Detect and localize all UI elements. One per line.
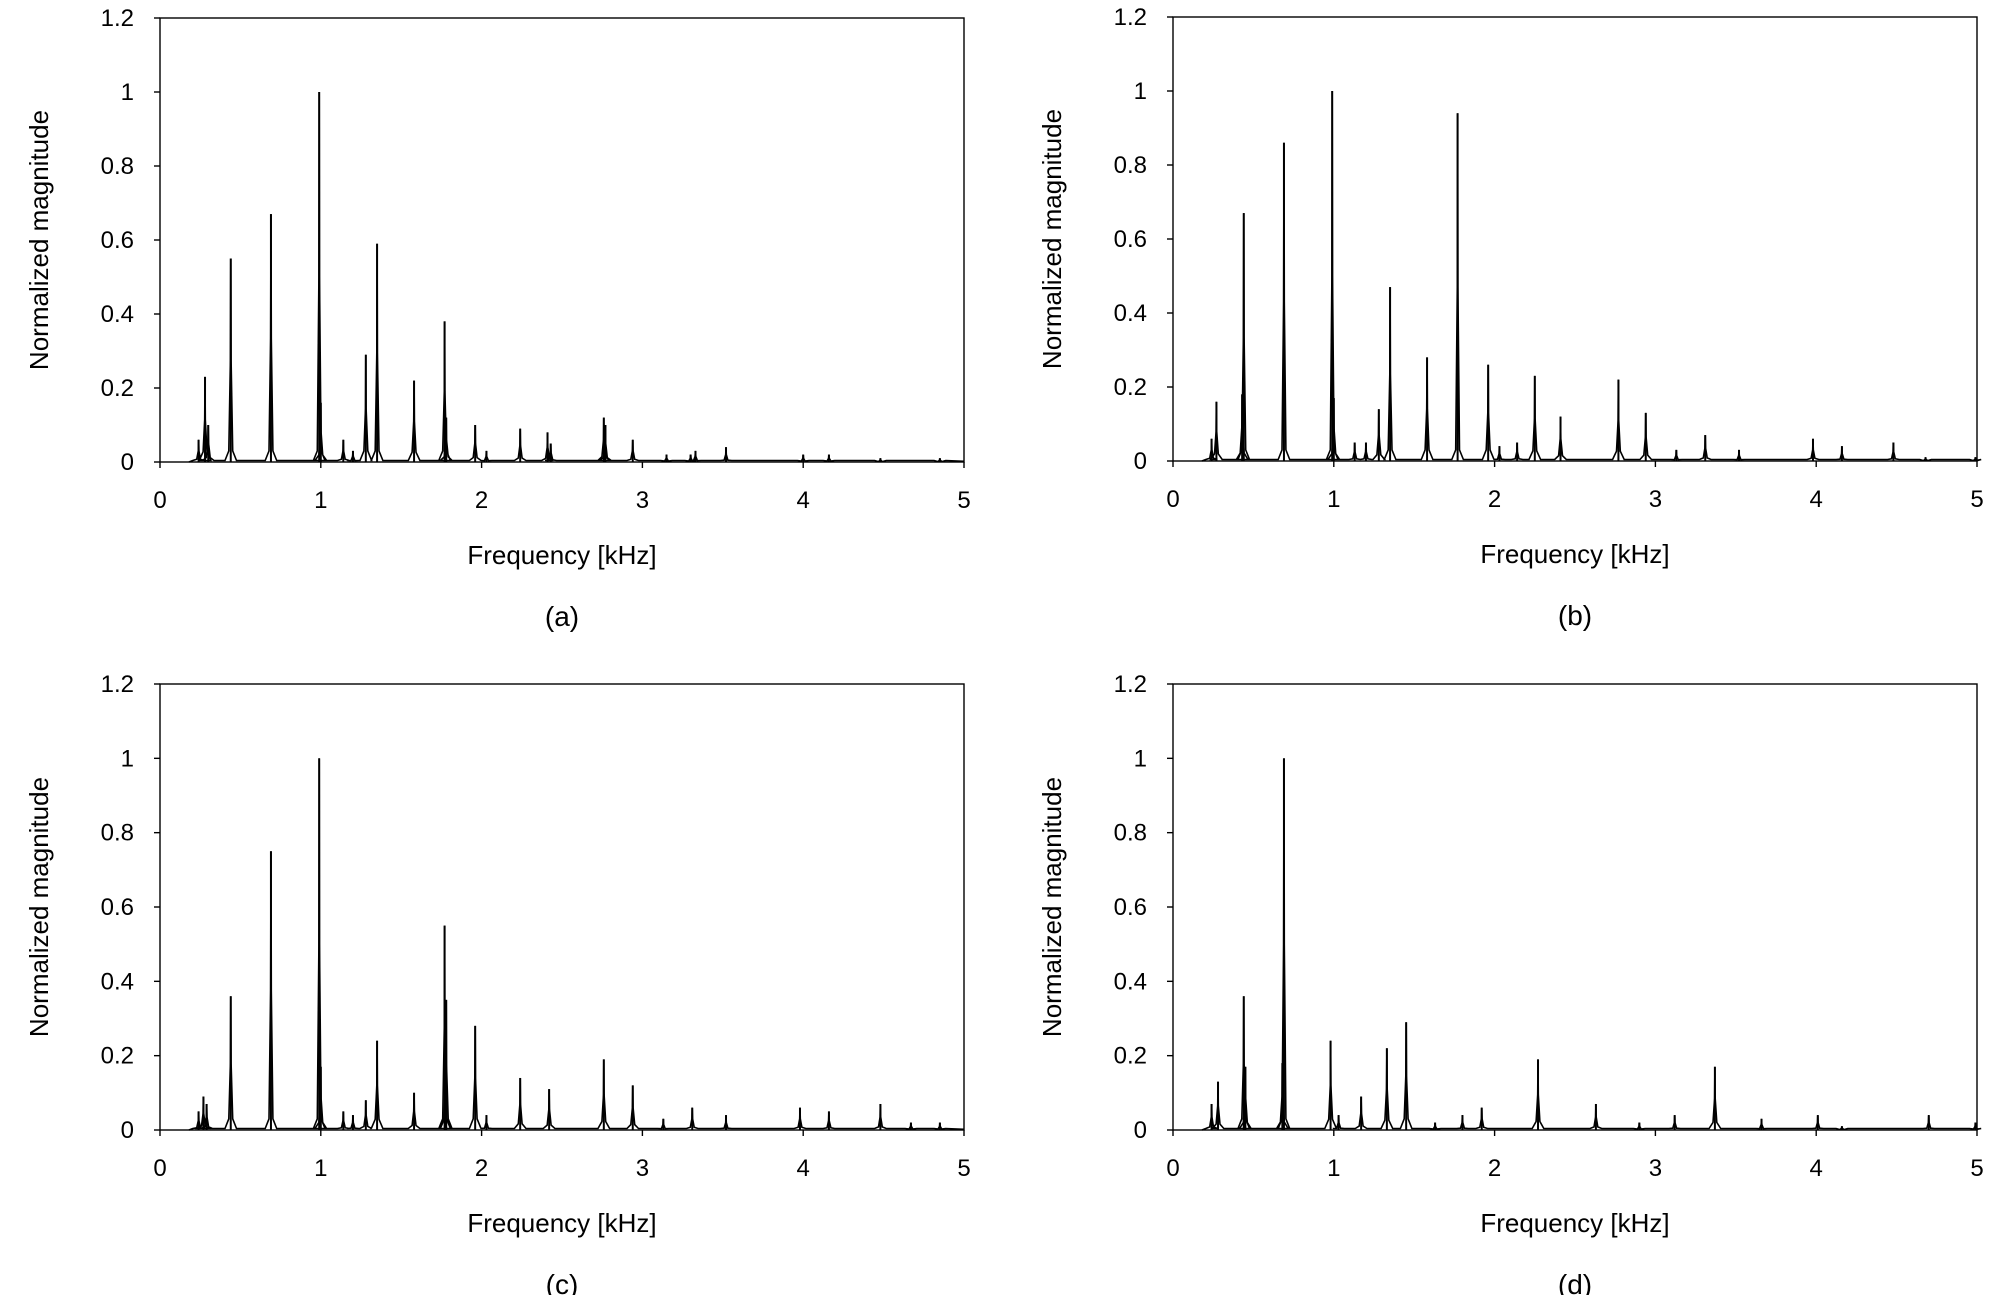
y-tick-label: 0.4 [1114,968,1147,995]
panel-caption: (a) [545,601,579,632]
panel-caption: (c) [546,1269,579,1295]
y-tick-label: 0.4 [101,968,134,995]
x-tick-label: 0 [153,1155,166,1182]
y-axis-label: Normalized magnitude [24,777,54,1037]
y-tick-label: 1 [121,79,134,106]
x-axis-label: Frequency [kHz] [467,540,656,570]
y-tick-label: 1.2 [1114,671,1147,698]
x-tick-label: 1 [314,1155,327,1182]
chart-panel-d: 0 0.2 0.4 0.6 0.8 1 1.2 0 1 2 3 4 5 Frequency [kHz] No… [1037,671,1984,1295]
y-tick-label: 1.2 [101,5,134,32]
y-tick-label: 0.6 [101,894,134,921]
y-tick-label: 0.8 [1114,152,1147,179]
y-tick-label: 0.4 [1114,300,1147,327]
y-axis-label: Normalized magnitude [1037,109,1067,369]
y-tick-label: 0.2 [1114,1043,1147,1070]
x-tick-label: 5 [957,1155,970,1182]
y-tick-label: 0 [121,1117,134,1144]
x-tick-label: 3 [1649,1155,1662,1182]
x-tick-label: 4 [797,487,810,514]
y-tick-label: 0.8 [1114,820,1147,847]
x-tick-label: 2 [1488,1155,1501,1182]
y-tick-label: 1.2 [101,671,134,698]
plot-area [159,17,965,463]
spectrum-line [188,758,965,1131]
y-tick-label: 0 [121,449,134,476]
x-tick-label: 2 [475,1155,488,1182]
spectrum-line [1201,90,1982,462]
chart-panel-a: 0 0.2 0.4 0.6 0.8 1 1.2 0 1 2 3 4 5 Frequency [kHz] No… [24,5,971,632]
x-tick-label: 5 [1970,1155,1983,1182]
chart-panel-c: 0 0.2 0.4 0.6 0.8 1 1.2 0 1 2 3 4 5 Frequency [kHz] No… [24,671,971,1295]
spectrum-line [188,91,965,463]
x-tick-label: 1 [314,487,327,514]
y-tick-label: 0.6 [101,227,134,254]
y-tick-label: 0 [1134,1117,1147,1144]
y-tick-label: 0.2 [1114,374,1147,401]
x-tick-label: 0 [153,487,166,514]
x-tick-label: 5 [1970,486,1983,513]
panel-caption: (d) [1558,1269,1592,1295]
y-tick-label: 1.2 [1114,4,1147,31]
x-tick-label: 1 [1327,1155,1340,1182]
x-tick-label: 4 [797,1155,810,1182]
chart-panel-b: 0 0.2 0.4 0.6 0.8 1 1.2 0 1 2 3 4 5 Frequency [kHz] No… [1037,4,1984,631]
plot-area [159,683,965,1131]
x-tick-label: 4 [1810,486,1823,513]
x-axis-label: Frequency [kHz] [1480,539,1669,569]
y-tick-label: 0.8 [101,820,134,847]
x-tick-label: 2 [1488,486,1501,513]
x-tick-label: 0 [1166,1155,1179,1182]
y-axis-label: Normalized magnitude [1037,777,1067,1037]
panel-caption: (b) [1558,600,1592,631]
y-tick-label: 1 [121,745,134,772]
x-tick-label: 0 [1166,486,1179,513]
x-tick-label: 3 [1649,486,1662,513]
y-tick-label: 1 [1134,745,1147,772]
x-tick-label: 4 [1810,1155,1823,1182]
y-tick-label: 0.6 [1114,226,1147,253]
spectrum-line [1201,758,1982,1131]
plot-area [1172,16,1978,462]
x-tick-label: 5 [957,487,970,514]
x-axis-label: Frequency [kHz] [1480,1208,1669,1238]
y-tick-label: 0 [1134,448,1147,475]
y-tick-label: 0.2 [101,375,134,402]
x-axis-label: Frequency [kHz] [467,1208,656,1238]
y-tick-label: 0.8 [101,153,134,180]
x-tick-label: 2 [475,487,488,514]
plot-area [1172,683,1978,1131]
x-tick-label: 3 [636,487,649,514]
y-axis-label: Normalized magnitude [24,110,54,370]
y-tick-label: 0.2 [101,1043,134,1070]
y-tick-label: 0.4 [101,301,134,328]
x-tick-label: 3 [636,1155,649,1182]
x-tick-label: 1 [1327,486,1340,513]
y-tick-label: 0.6 [1114,894,1147,921]
y-tick-label: 1 [1134,78,1147,105]
